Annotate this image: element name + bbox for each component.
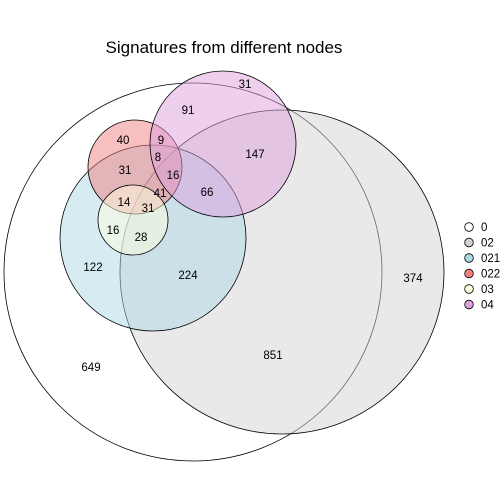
region-count: 649 [81,362,100,374]
region-count: 66 [201,187,214,199]
set-circle-04 [149,70,297,218]
legend-item: 0 [464,222,487,234]
legend-swatch [464,299,474,310]
legend-label: 021 [481,253,500,265]
region-count: 31 [239,79,252,91]
region-count: 40 [117,135,130,147]
legend-label: 0 [481,222,487,234]
legend-label: 02 [481,238,494,250]
region-count: 224 [178,270,198,282]
region-count: 31 [119,165,132,177]
region-count: 8 [155,152,161,164]
set-circle-03 [97,184,169,256]
region-count: 16 [107,225,120,237]
region-count: 31 [142,203,155,215]
legend-swatch [464,253,474,263]
set-circles [3,70,445,462]
legend-item: 04 [464,299,494,312]
legend-item: 022 [464,268,500,281]
region-count: 9 [158,135,164,147]
legend-swatch [464,284,474,294]
legend-swatch [464,222,474,232]
region-count: 374 [403,273,423,285]
region-count: 851 [263,350,282,362]
region-count: 147 [245,149,264,161]
region-count: 16 [167,170,180,182]
legend-item: 03 [464,284,494,296]
region-count: 41 [154,188,167,200]
diagram-title: Signatures from different nodes [106,38,343,57]
legend-label: 03 [481,284,494,296]
legend-item: 02 [464,237,494,250]
region-count: 28 [135,232,148,244]
legend: 0 02 021 022 03 04 [464,222,500,312]
legend-swatch [464,237,474,248]
region-count: 14 [118,197,131,209]
legend-label: 04 [481,300,494,312]
region-count: 122 [83,262,102,274]
region-count: 91 [182,105,195,117]
legend-label: 022 [481,269,500,281]
legend-swatch [464,268,474,279]
legend-item: 021 [464,253,500,265]
